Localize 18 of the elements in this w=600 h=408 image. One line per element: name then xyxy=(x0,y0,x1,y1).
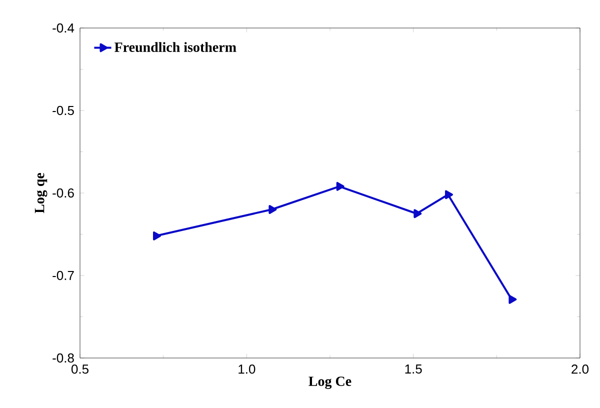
x-tick-label: 0.5 xyxy=(71,364,88,374)
y-tick-label: -0.8 xyxy=(52,353,74,363)
point xyxy=(508,294,517,304)
y-tick-label: -0.7 xyxy=(52,270,74,280)
point xyxy=(414,209,422,218)
y-tick-label: -0.5 xyxy=(52,106,74,116)
point xyxy=(153,231,161,240)
y-tick-label: -0.6 xyxy=(52,188,74,198)
point xyxy=(268,205,277,214)
y-axis-title: Log qe xyxy=(34,172,48,214)
x-axis-title: Log Ce xyxy=(308,376,352,389)
legend-label: Freundlich isotherm xyxy=(114,42,236,52)
y-tick-label: -0.4 xyxy=(52,23,74,33)
point xyxy=(445,190,454,200)
x-tick-label: 2.0 xyxy=(572,364,589,374)
point xyxy=(336,182,344,191)
x-tick-label: 1.0 xyxy=(238,364,256,374)
x-tick-label: 1.5 xyxy=(405,364,422,374)
